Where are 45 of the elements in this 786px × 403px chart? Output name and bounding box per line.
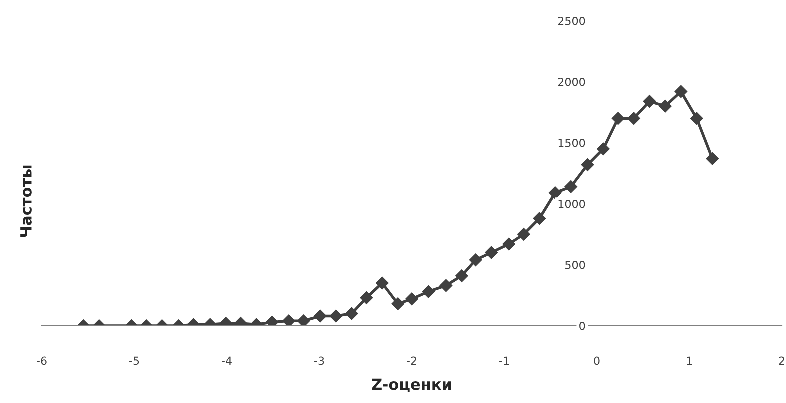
point [643, 95, 656, 108]
point [628, 112, 640, 126]
point [612, 112, 625, 126]
x-tick-label: -4 [222, 356, 232, 365]
point [282, 314, 296, 326]
y-axis-title: Частоты [20, 166, 32, 238]
point [422, 285, 436, 298]
point [674, 85, 688, 98]
point [485, 246, 498, 260]
point [376, 276, 389, 290]
point [456, 270, 468, 282]
point [314, 310, 327, 323]
y-tick-label: 2000 [558, 78, 586, 86]
x-axis-title: Z-оценки [372, 378, 452, 392]
x-tick-label: 2 [779, 356, 784, 365]
y-tick-label: 0 [580, 322, 586, 330]
point [297, 314, 310, 326]
x-tick-label: 0 [594, 356, 600, 366]
x-tick-label: -3 [314, 356, 324, 366]
point [706, 152, 720, 166]
point [330, 310, 343, 323]
y-tick-label: 1000 [558, 200, 586, 208]
point [502, 238, 516, 251]
x-tick-label: -2 [407, 356, 416, 365]
point [690, 112, 704, 126]
point [548, 186, 562, 200]
point [360, 292, 374, 304]
x-tick-label: 1 [687, 356, 692, 365]
point [469, 254, 482, 267]
x-tick-label: -6 [37, 356, 47, 366]
x-tick-label: -5 [130, 356, 140, 366]
point [581, 158, 594, 172]
point [440, 279, 453, 292]
y-tick-label: 2500 [558, 16, 586, 26]
point [518, 228, 530, 241]
x-tick-label: -1 [500, 356, 510, 365]
point [392, 298, 405, 310]
point [406, 292, 418, 306]
point [345, 307, 358, 320]
point [659, 100, 672, 113]
y-tick-label: 500 [566, 260, 586, 270]
y-tick-label: 1500 [558, 138, 586, 148]
point [597, 142, 610, 156]
point [564, 180, 578, 194]
point [533, 212, 546, 226]
